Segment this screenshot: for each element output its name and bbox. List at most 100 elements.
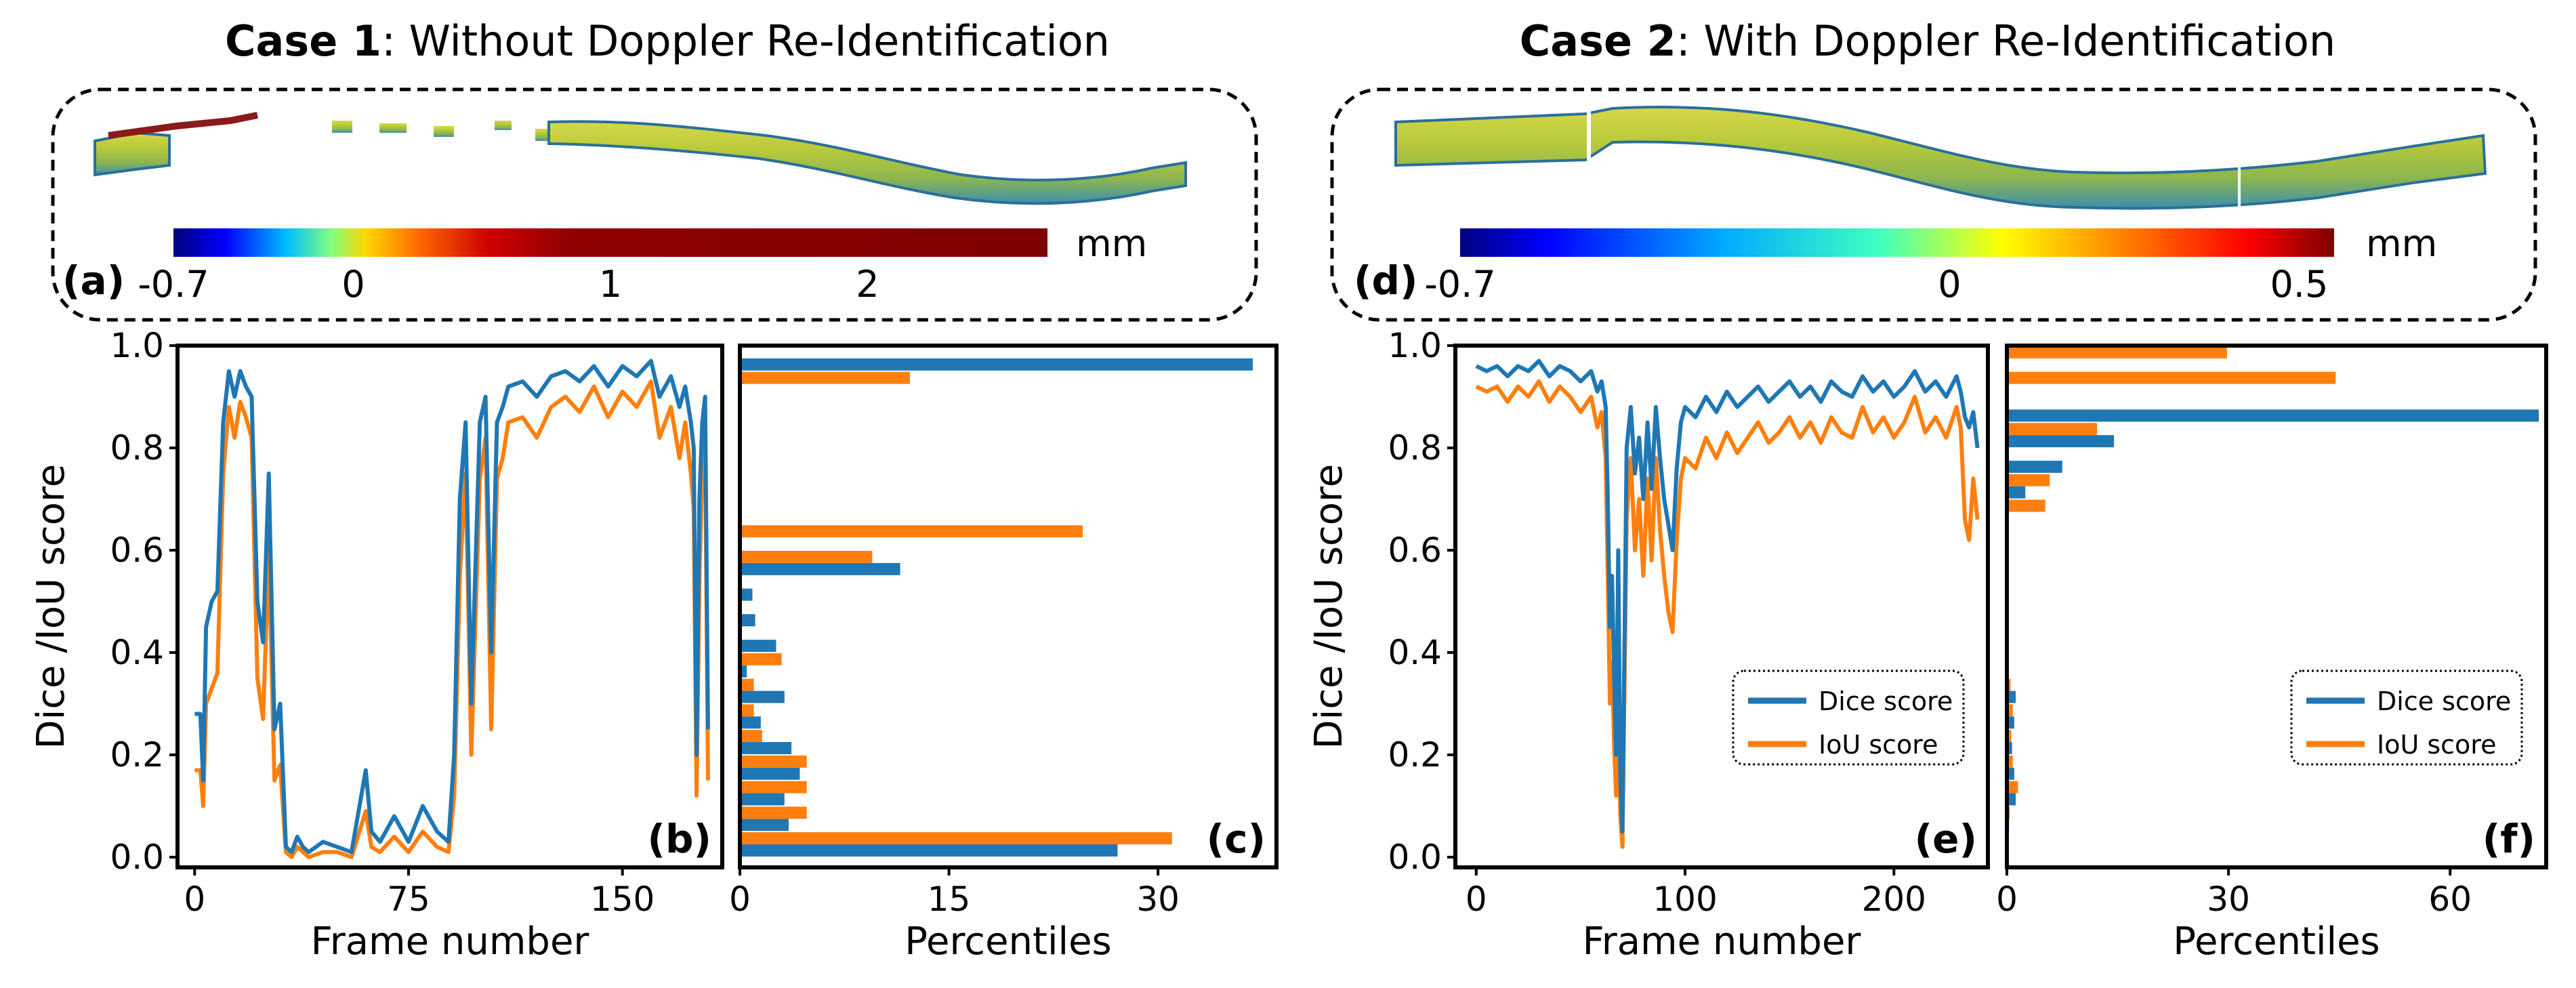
bar-dice <box>740 614 755 627</box>
bar-dice <box>2007 409 2539 422</box>
panel-letter-f: (f) <box>2482 816 2535 862</box>
y-axis-label: Dice /IoU score <box>1307 464 1351 749</box>
panel-letter-c: (c) <box>1207 816 1266 862</box>
colorbar-a-tick-label: 1 <box>599 263 622 306</box>
x-tick-label: 150 <box>590 880 655 919</box>
bar-iou <box>740 550 873 563</box>
bar-iou <box>2007 474 2050 487</box>
y-tick-label: 0.6 <box>1388 531 1442 570</box>
panel-d-frame <box>1330 87 2537 322</box>
case1-title: Case 1: Without Doppler Re-Identificatio… <box>225 16 1110 66</box>
chart-c: 0 15 30 Percentiles (c) <box>729 344 1279 964</box>
bar-dice <box>2007 460 2062 473</box>
y-tick-label: 1.0 <box>1388 326 1442 365</box>
bar-dice <box>2007 435 2115 448</box>
bar-dice <box>740 742 792 754</box>
bar-dice <box>2007 716 2014 729</box>
colorbar-d-ticks: -0.7 0 0.5 <box>1424 263 2328 306</box>
colorbar-d-tick-label: 0 <box>1938 263 1961 306</box>
bar-iou <box>740 755 807 768</box>
y-tick-label: 0.2 <box>110 735 164 775</box>
y-tick-label: 0.6 <box>110 531 164 570</box>
plot-frame <box>175 344 724 869</box>
y-tick-label: 0.4 <box>110 633 164 672</box>
colorbar-d-tick-label: -0.7 <box>1424 263 1495 306</box>
x-tick-label: 0 <box>1996 880 2018 919</box>
colorbar-d-tick-label: 0.5 <box>2270 263 2328 306</box>
plot-area <box>740 346 1276 867</box>
colorbar-a <box>173 228 1047 257</box>
colorbar-d <box>1460 228 2334 257</box>
panel-letter-a: (a) <box>62 258 125 304</box>
bar-iou <box>740 832 1172 845</box>
x-tick-label: 0 <box>184 880 205 919</box>
bar-dice <box>2007 486 2026 499</box>
series-line-dice <box>194 358 710 855</box>
x-tick-label: 15 <box>928 880 971 919</box>
bar-dice <box>740 819 789 831</box>
x-tick-label: 60 <box>2428 880 2472 919</box>
bar-dice <box>2007 767 2014 780</box>
bar-iou <box>2007 781 2018 794</box>
plot-frame <box>2005 344 2548 869</box>
colorbar-d-unit: mm <box>2366 222 2437 265</box>
series-line-iou <box>1475 379 1980 849</box>
bar-iou <box>740 525 1083 538</box>
bar-iou <box>740 653 782 665</box>
bar-iou <box>2007 730 2012 743</box>
colorbar-a-ticks: -0.7 0 1 2 <box>138 263 879 306</box>
panel-a: mm -0.7 0 1 2 (a) <box>51 87 1258 322</box>
legend-label-dice: Dice score <box>1819 686 1953 716</box>
panel-d: mm -0.7 0 0.5 (d) <box>1330 87 2537 322</box>
y-tick-label: 0.4 <box>1388 633 1442 672</box>
bar-dice <box>740 358 1253 371</box>
x-tick-label: 30 <box>2207 880 2250 919</box>
x-axis-label: Frame number <box>1583 920 1862 964</box>
colorbar-a-unit: mm <box>1076 222 1147 265</box>
bar-dice <box>740 844 1118 857</box>
bar-dice <box>2007 691 2016 703</box>
x-axis-label: Frame number <box>311 920 590 964</box>
bar-dice <box>740 767 800 780</box>
legend-label-iou: IoU score <box>2377 730 2496 760</box>
legend-label-iou: IoU score <box>1819 730 1938 760</box>
y-tick-label: 0.2 <box>1388 735 1442 775</box>
bar-dice <box>2007 793 2016 806</box>
bar-dice <box>740 588 753 601</box>
bar-iou <box>2007 346 2227 358</box>
series-line-iou <box>194 379 710 859</box>
plot-frame <box>1453 344 1990 869</box>
panel-a-frame <box>51 87 1258 322</box>
panel-letter-b: (b) <box>647 816 711 862</box>
bar-iou <box>2007 704 2013 717</box>
bar-iou <box>740 781 807 794</box>
x-tick-label: 200 <box>1862 880 1926 919</box>
bar-dice <box>2007 742 2012 754</box>
y-tick-label: 0.8 <box>110 428 164 468</box>
vessel-render-case2 <box>1394 105 2487 210</box>
panel-letter-e: (e) <box>1915 816 1977 862</box>
bar-dice <box>740 716 761 729</box>
y-tick-label: 1.0 <box>110 326 164 365</box>
bar-iou <box>2007 755 2013 768</box>
bar-dice <box>740 562 900 575</box>
x-tick-label: 75 <box>387 880 430 919</box>
x-axis-label: Percentiles <box>2173 920 2380 964</box>
vessel-render-case1 <box>94 112 1187 205</box>
legend-label-dice: Dice score <box>2377 686 2511 716</box>
y-tick-label: 0.0 <box>110 838 164 877</box>
bar-iou <box>2007 371 2336 384</box>
y-axis-label: Dice /IoU score <box>29 464 73 749</box>
y-tick-label: 0.8 <box>1388 428 1442 468</box>
panel-letter-d: (d) <box>1354 258 1418 304</box>
bar-dice <box>740 691 785 703</box>
case2-title: Case 2: With Doppler Re-Identification <box>1520 16 2335 66</box>
bar-iou <box>2007 499 2045 512</box>
bar-iou <box>740 678 754 691</box>
x-tick-label: 100 <box>1653 880 1717 919</box>
bar-dice <box>740 665 747 678</box>
plot-area <box>1455 346 1988 867</box>
